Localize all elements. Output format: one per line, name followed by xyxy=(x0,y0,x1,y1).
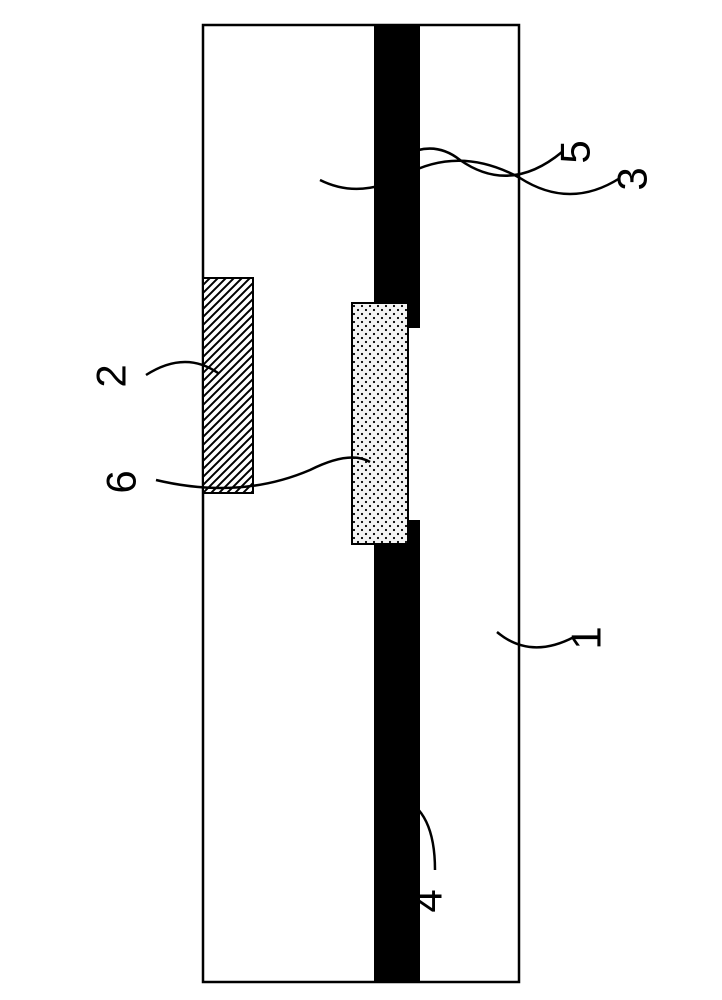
diagram-svg xyxy=(0,0,722,1000)
electrode-4 xyxy=(374,520,420,982)
label-4: 4 xyxy=(404,889,452,912)
label-5: 5 xyxy=(552,140,600,163)
label-2: 2 xyxy=(88,364,136,387)
gate-electrode xyxy=(203,278,253,493)
label-1: 1 xyxy=(563,626,611,649)
electrode-5 xyxy=(374,25,420,328)
semiconductor-layer xyxy=(352,303,408,544)
label-3: 3 xyxy=(609,167,657,190)
label-6: 6 xyxy=(98,470,146,493)
diagram-canvas: 1 2 3 4 5 6 xyxy=(0,0,722,1000)
